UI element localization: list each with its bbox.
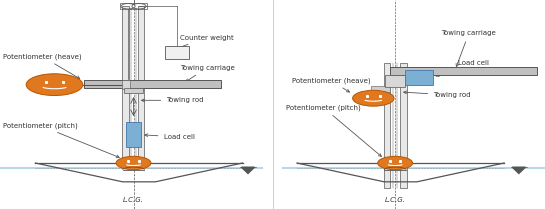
Bar xyxy=(385,75,405,87)
Circle shape xyxy=(353,90,394,106)
Circle shape xyxy=(116,156,151,170)
Bar xyxy=(122,6,129,163)
Bar xyxy=(124,88,143,93)
Bar xyxy=(405,70,433,85)
Text: Load cell: Load cell xyxy=(436,60,489,76)
Bar xyxy=(122,80,130,89)
Text: Towing carriage: Towing carriage xyxy=(441,31,496,66)
Circle shape xyxy=(378,156,413,170)
Bar xyxy=(400,63,407,188)
Text: Potentiometer (pitch): Potentiometer (pitch) xyxy=(3,122,119,158)
Text: Potentiometer (pitch): Potentiometer (pitch) xyxy=(286,104,381,157)
Bar xyxy=(165,46,189,59)
Bar xyxy=(84,80,221,88)
Text: L.C.G.: L.C.G. xyxy=(385,197,405,203)
Bar xyxy=(138,6,144,163)
Text: Towing carriage: Towing carriage xyxy=(180,65,234,82)
Text: L.C.G.: L.C.G. xyxy=(123,197,144,203)
Circle shape xyxy=(26,74,83,96)
Text: Potentiometer (heave): Potentiometer (heave) xyxy=(292,77,370,92)
Polygon shape xyxy=(241,167,255,173)
Bar xyxy=(390,67,537,75)
Polygon shape xyxy=(512,167,525,173)
Text: Towing rod: Towing rod xyxy=(404,91,471,98)
Text: Towing rod: Towing rod xyxy=(142,97,204,103)
Text: Potentiometer (heave): Potentiometer (heave) xyxy=(3,53,81,79)
Text: Load cell: Load cell xyxy=(145,134,195,140)
Bar xyxy=(120,3,147,9)
Bar xyxy=(371,86,390,92)
Bar xyxy=(384,63,390,188)
Bar xyxy=(126,122,141,147)
Text: Counter weight: Counter weight xyxy=(172,35,234,50)
